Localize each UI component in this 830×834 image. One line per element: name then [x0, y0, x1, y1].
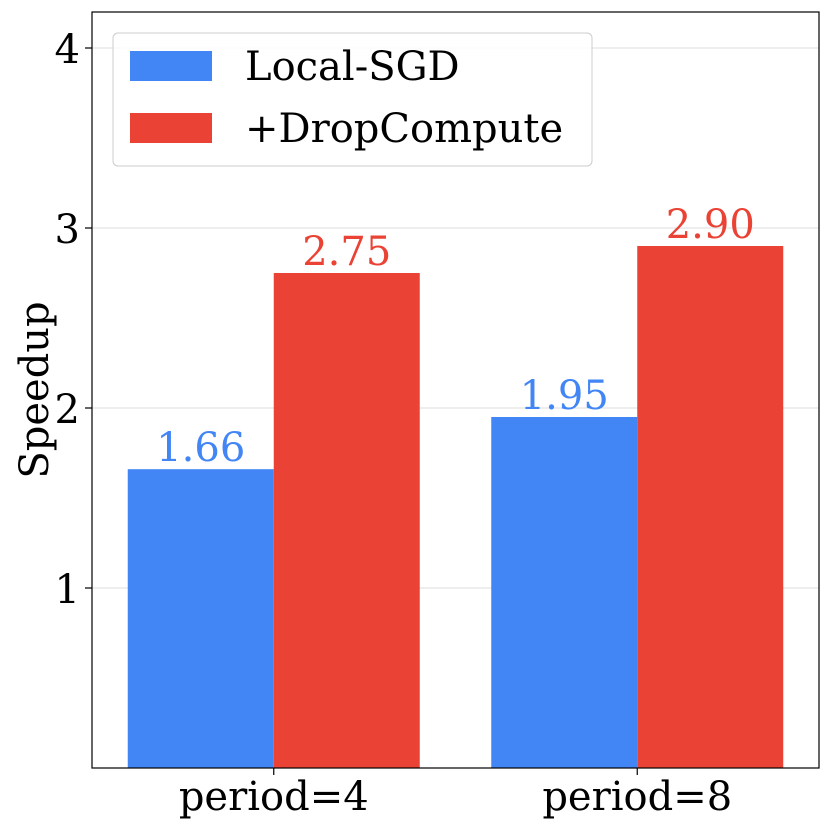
y-axis-label: Speedup: [12, 301, 58, 478]
bar-value-label: 2.75: [302, 229, 391, 275]
legend-label-dropcompute: +DropCompute: [245, 106, 563, 152]
bar-dropcompute-1: [273, 273, 420, 768]
legend-swatch-local-sgd: [130, 51, 212, 81]
legend-swatch-dropcompute: [130, 113, 212, 143]
y-tick-label: 3: [55, 207, 80, 253]
x-tick-label: period=4: [179, 774, 369, 820]
bar-value-label: 1.66: [156, 425, 245, 471]
legend-box: [112, 32, 593, 167]
bar-local-sgd-2: [491, 417, 638, 768]
plot-frame: [91, 11, 820, 769]
x-axis-ticks: period=4 period=8: [179, 768, 732, 820]
y-tick-label: 2: [55, 387, 80, 433]
y-axis-ticks: 1 2 3 4: [55, 27, 92, 613]
bar-dropcompute-2: [637, 246, 784, 768]
y-tick-label: 4: [55, 27, 80, 73]
legend-label-local-sgd: Local-SGD: [245, 44, 460, 90]
bar-local-sgd-1: [127, 469, 274, 768]
bar-value-label: 2.90: [666, 202, 755, 248]
bar-value-labels: 1.66 2.75 1.95 2.90: [156, 202, 755, 471]
legend: Local-SGD +DropCompute: [112, 32, 593, 167]
bars: [127, 246, 784, 768]
x-tick-label: period=8: [542, 774, 732, 820]
bar-value-label: 1.95: [520, 373, 609, 419]
y-tick-label: 1: [55, 567, 80, 613]
